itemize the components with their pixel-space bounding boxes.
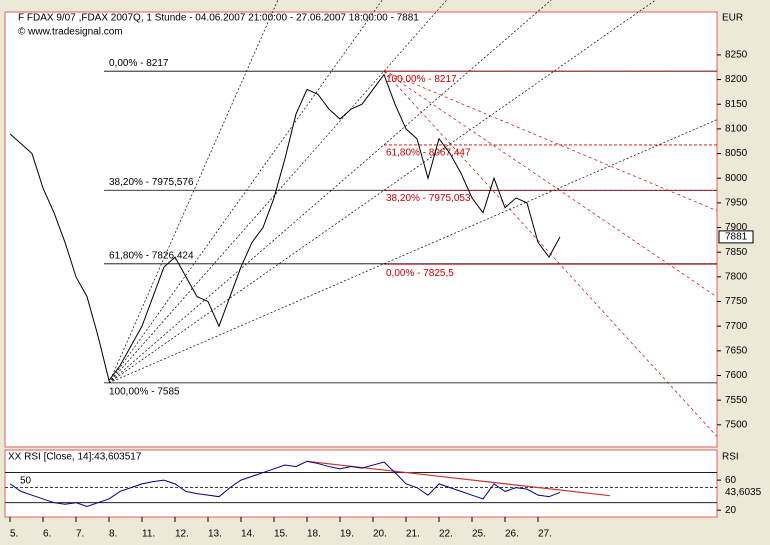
x-tick-label: 22.	[439, 529, 453, 540]
y-tick-label: 7850	[725, 247, 748, 258]
y-tick-label: 8250	[725, 50, 748, 61]
x-tick-label: 14.	[241, 529, 255, 540]
fib-label-down: 61,80% - 8067,447	[386, 148, 471, 159]
y-tick-label: 8050	[725, 148, 748, 159]
x-tick-label: 27.	[538, 529, 552, 540]
y-tick-label: 60	[725, 475, 737, 486]
y-tick-label: 7600	[725, 370, 748, 381]
x-tick-label: 6.	[43, 529, 51, 540]
fib-label: 38,20% - 7975,576	[109, 177, 194, 188]
x-tick-label: 11.	[142, 529, 155, 540]
last-value: 7881	[725, 232, 748, 243]
fib-label-down: 38,20% - 7975,053	[386, 193, 471, 204]
rsi-title: XX RSI [Close, 14]:43,603517	[8, 452, 142, 463]
x-tick-label: 26.	[505, 529, 519, 540]
fib-label-down: 100,00% - 8217	[386, 74, 457, 85]
fib-label: 0,00% - 8217	[109, 58, 169, 69]
rsi-panel	[4, 449, 718, 518]
chart-title: F FDAX 9/07 ,FDAX 2007Q, 1 Stunde - 04.0…	[18, 13, 419, 24]
fan-line	[108, 0, 448, 384]
fib-label: 100,00% - 7585	[109, 387, 180, 398]
x-tick-label: 18.	[307, 529, 321, 540]
y-tick-label: 8200	[725, 74, 748, 85]
fan-line-down	[383, 70, 718, 298]
x-tick-label: 8.	[109, 529, 117, 540]
y-tick-label: 7700	[725, 321, 748, 332]
x-tick-label: 19.	[340, 529, 354, 540]
x-tick-label: 12.	[175, 529, 189, 540]
y-tick-label: 7950	[725, 198, 748, 209]
y-tick-label: 7750	[725, 296, 748, 307]
y-tick-label: 8150	[725, 99, 748, 110]
unit: EUR	[722, 13, 743, 24]
x-tick-label: 15.	[274, 529, 288, 540]
fan-line	[108, 119, 718, 384]
y-tick-label: 7550	[725, 395, 748, 406]
fib-label: 61,80% - 7826,424	[109, 250, 194, 261]
fib-label-down: 0,00% - 7825,5	[386, 268, 454, 279]
x-tick-label: 5.	[10, 529, 18, 540]
source: © www.tradesignal.com	[18, 27, 123, 38]
y-tick-label: 8000	[725, 173, 748, 184]
rsi-axis-label: RSI	[722, 452, 739, 463]
y-tick-label: 20	[725, 505, 737, 516]
rsi-level-label: 50	[20, 475, 32, 486]
x-tick-label: 13.	[208, 529, 222, 540]
x-tick-label: 25.	[472, 529, 486, 540]
y-tick-label: 7500	[725, 419, 748, 430]
y-tick-label: 7900	[725, 222, 748, 233]
fan-line-down	[383, 70, 718, 212]
x-tick-label: 20.	[373, 529, 387, 540]
y-tick-label: 7650	[725, 345, 748, 356]
x-tick-label: 21.	[406, 529, 420, 540]
y-tick-label: 7800	[725, 271, 748, 282]
rsi-last-value: 43,6035	[725, 487, 762, 498]
x-tick-label: 7.	[76, 529, 84, 540]
y-tick-label: 8100	[725, 124, 748, 135]
price-line	[9, 73, 561, 382]
rsi-line	[9, 460, 561, 507]
last-value-box	[718, 230, 754, 244]
price-panel	[4, 11, 718, 448]
